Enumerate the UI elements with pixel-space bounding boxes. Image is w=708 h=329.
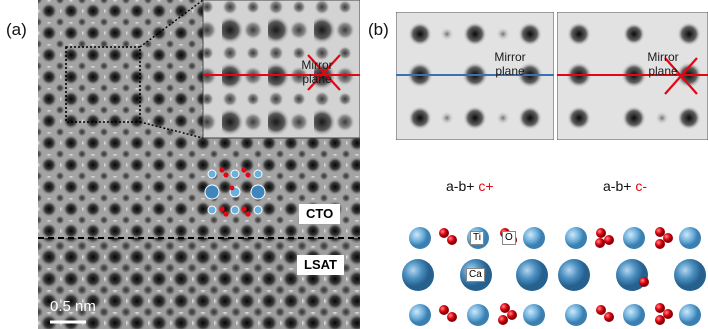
sim-right-mirror-label: Mirror plane [647,50,679,78]
ca-label: Ca [466,268,485,282]
unit-cell-overlay [204,167,266,217]
inset-mirror-label: Mirror plane [301,58,333,86]
cto-tag: CTO [299,204,341,224]
panel-b-label: (b) [368,20,389,39]
sim-image-left [396,12,554,140]
crystal-models [402,227,706,326]
sim-left-mirror-label: Mirror plane [494,50,526,78]
tilt-label-left: a-b+ c+ [446,178,494,194]
sim-image-right [557,12,708,140]
o-label: O [502,231,516,245]
lsat-tag: LSAT [297,255,344,275]
selection-box [65,46,141,123]
panel-a-label: (a) [6,20,27,39]
tilt-label-right: a-b+ c- [603,178,647,194]
ti-label: Ti [470,231,484,245]
stem-image [38,0,360,329]
model-c-minus [558,227,706,326]
scale-bar-label: 0.5 nm [50,298,96,315]
zoom-inset [202,0,360,139]
